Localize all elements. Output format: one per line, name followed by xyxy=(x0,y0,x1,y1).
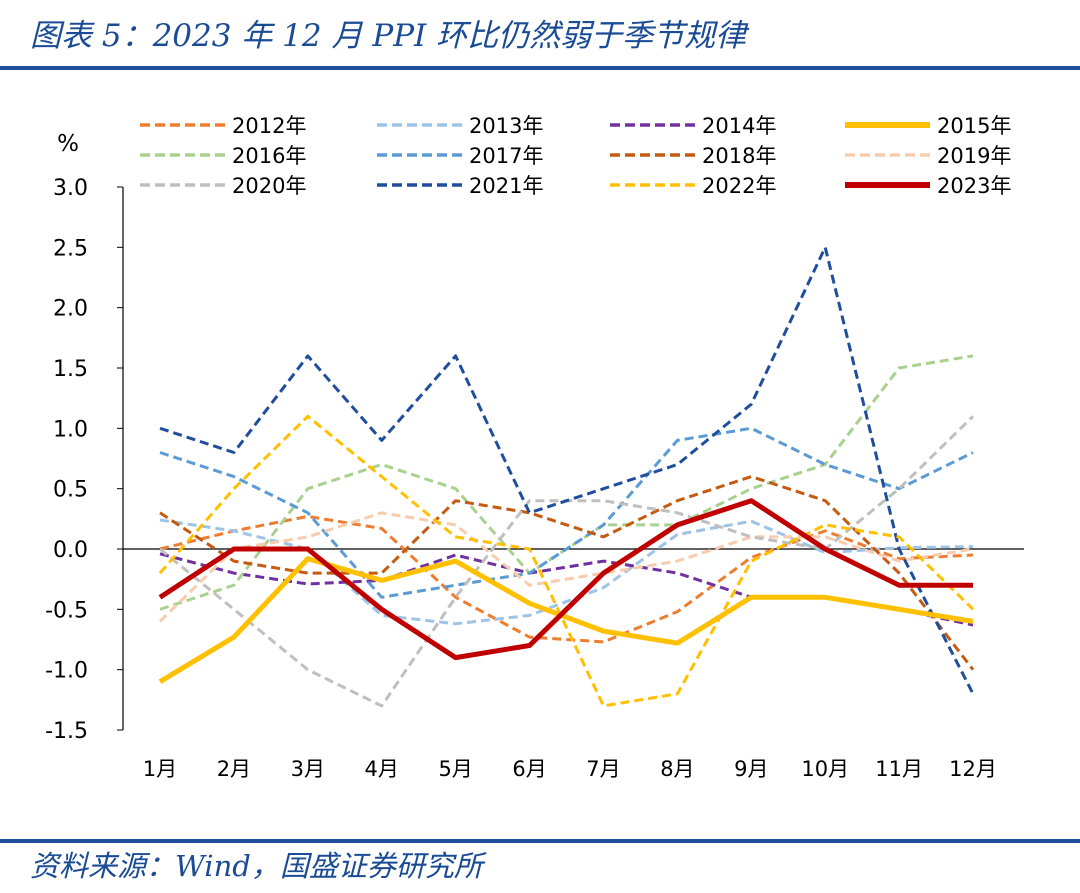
series-line-2018 xyxy=(159,475,975,671)
legend-label: 2012年 xyxy=(232,114,306,138)
legend-label: 2020年 xyxy=(232,174,306,198)
x-tick-label: 6月 xyxy=(512,757,546,781)
x-tick-label: 5月 xyxy=(438,757,472,781)
y-axis-unit-label: % xyxy=(57,131,79,157)
page-title: 图表 5：2023 年 12 月 PPI 环比仍然弱于季节规律 xyxy=(30,18,747,54)
x-tick-label: 12月 xyxy=(949,757,997,781)
series-lines xyxy=(158,245,975,708)
series-line-2013 xyxy=(159,518,974,626)
legend-label: 2023年 xyxy=(937,174,1011,198)
legend-label: 2013年 xyxy=(469,114,543,138)
line-chart: % 3.0 2.5 2.0 1.5 1.0 0.5 0.0 -0.5 -1.0 -1.5 1月 2月 3… xyxy=(45,114,1024,781)
series-line-2015 xyxy=(158,556,974,684)
series-line-2022 xyxy=(158,414,975,708)
x-tick-label: 4月 xyxy=(365,757,399,781)
legend-label: 2015年 xyxy=(937,114,1011,138)
title-divider xyxy=(0,66,1080,70)
x-tick-label: 11月 xyxy=(875,757,923,781)
source-divider xyxy=(0,839,1080,843)
y-tick-label: 1.5 xyxy=(53,357,88,382)
legend-label: 2014年 xyxy=(702,114,776,138)
series-line-2021 xyxy=(159,245,975,695)
y-tick-label: -0.5 xyxy=(45,598,88,623)
legend-label: 2016年 xyxy=(232,144,306,168)
y-tick-label: 0.0 xyxy=(53,538,88,563)
y-tick-label: 3.0 xyxy=(53,176,88,201)
legend-label: 2017年 xyxy=(469,144,543,168)
series-line-2012 xyxy=(159,514,974,644)
series-line-2017 xyxy=(159,426,974,599)
legend: 2012年 2013年 2014年 2015年 2016年 2017年 2018年 2019年… xyxy=(140,114,1011,198)
x-tick-label: 2月 xyxy=(217,757,251,781)
x-tick-label: 10月 xyxy=(801,757,849,781)
x-tick-label: 9月 xyxy=(734,757,768,781)
source-note: 资料来源：Wind，国盛证券研究所 xyxy=(30,849,483,883)
legend-label: 2019年 xyxy=(937,144,1011,168)
legend-label: 2018年 xyxy=(702,144,776,168)
y-tick-label: -1.5 xyxy=(45,719,88,744)
y-tick-label: 0.5 xyxy=(53,478,88,503)
y-tick-label: 2.5 xyxy=(53,236,88,261)
legend-label: 2022年 xyxy=(702,174,776,198)
series-line-2016 xyxy=(159,354,974,611)
x-tick-label: 3月 xyxy=(291,757,325,781)
y-axis: % 3.0 2.5 2.0 1.5 1.0 0.5 0.0 -0.5 -1.0 -1.5 xyxy=(45,131,124,744)
legend-label: 2021年 xyxy=(469,174,543,198)
x-tick-label: 7月 xyxy=(586,757,620,781)
y-tick-label: 2.0 xyxy=(53,297,88,322)
y-tick-label: 1.0 xyxy=(53,417,88,442)
series-line-2019 xyxy=(158,511,974,623)
x-tick-label: 1月 xyxy=(143,757,177,781)
x-tick-label: 8月 xyxy=(660,757,694,781)
x-axis: 1月 2月 3月 4月 5月 6月 7月 8月 9月 10月 11月 12月 xyxy=(123,548,1024,781)
series-line-2023 xyxy=(158,498,973,661)
y-tick-label: -1.0 xyxy=(45,659,88,684)
